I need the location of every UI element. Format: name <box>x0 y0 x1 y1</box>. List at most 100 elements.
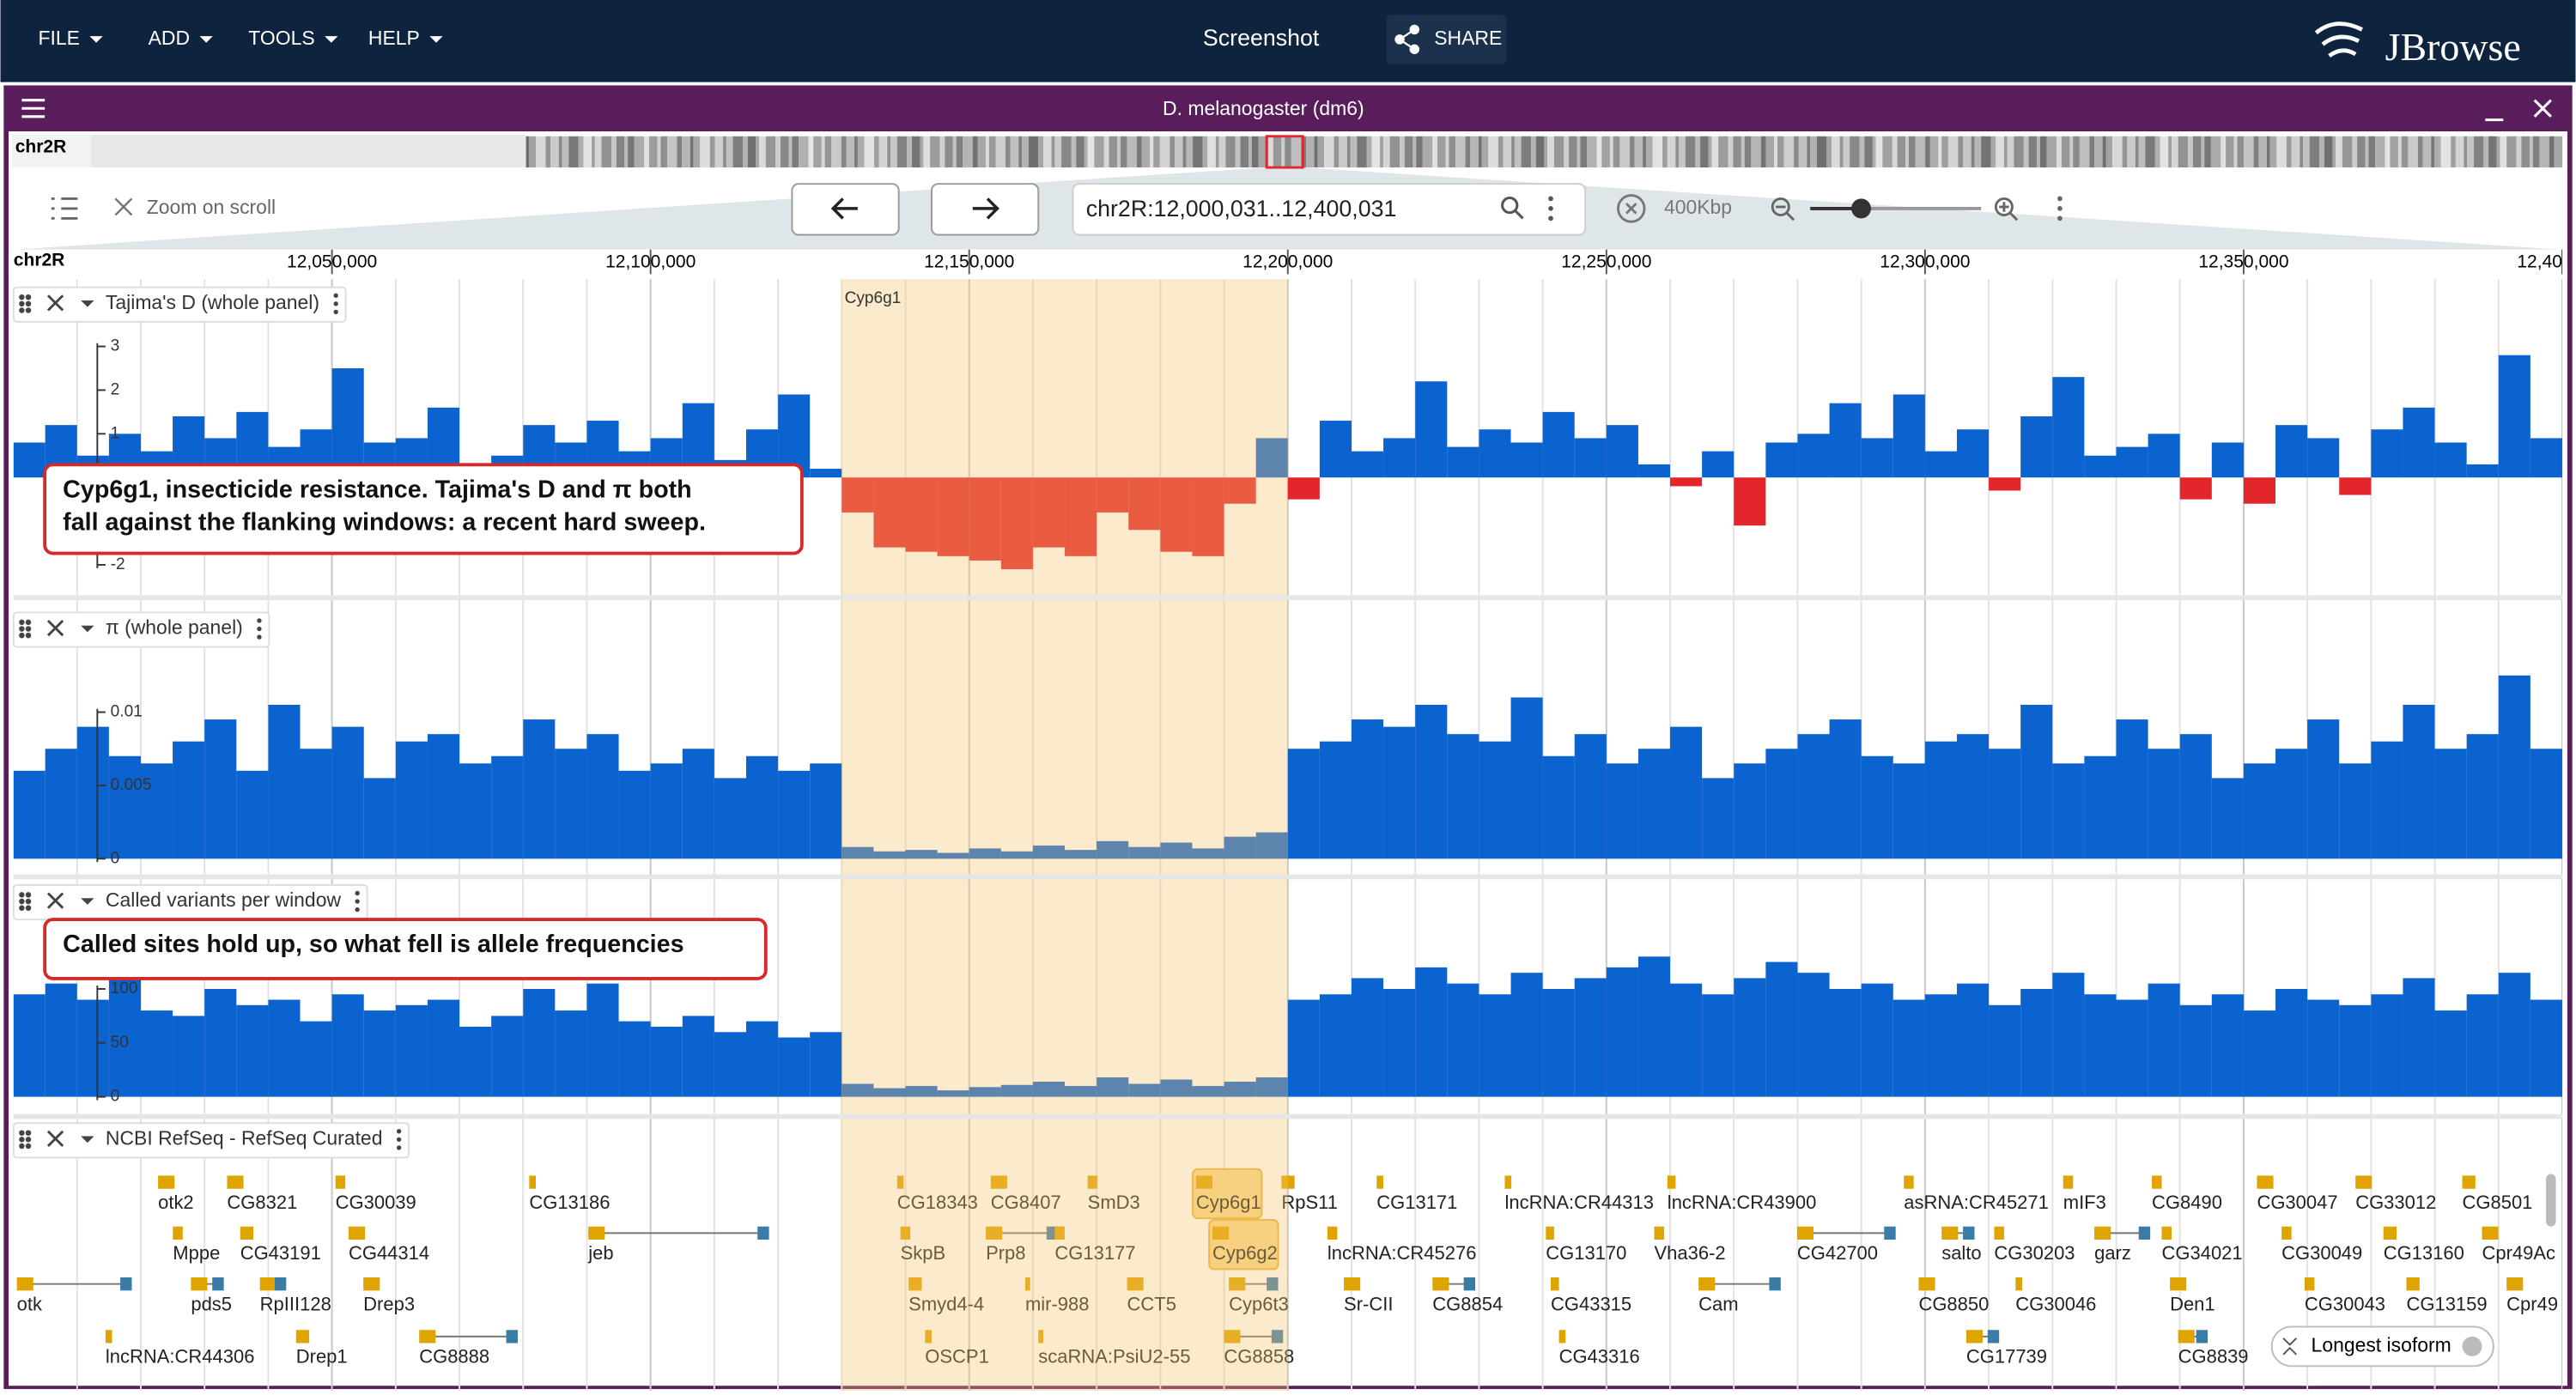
gene-label[interactable]: Cyp6g1 <box>1196 1192 1261 1213</box>
gene-label[interactable]: CG30203 <box>1994 1242 2075 1264</box>
gene-label[interactable]: CG30047 <box>2257 1192 2337 1213</box>
gene-label[interactable]: RpIII128 <box>260 1293 331 1314</box>
gene-label[interactable]: CG8858 <box>1224 1346 1294 1368</box>
view-options[interactable] <box>2057 196 2063 221</box>
zoom-in-icon[interactable] <box>1994 197 2019 221</box>
collapse-caret[interactable] <box>81 1136 94 1143</box>
gene-label[interactable]: Drep1 <box>296 1346 348 1368</box>
gene-label[interactable]: SkpB <box>901 1242 946 1264</box>
gene-label[interactable]: CG42700 <box>1797 1242 1878 1264</box>
gene-label[interactable]: Smyd4-4 <box>908 1293 984 1314</box>
gene-label[interactable]: asRNA:CR45271 <box>1904 1192 2049 1213</box>
gene-label[interactable]: Cyp6t3 <box>1229 1293 1289 1314</box>
track-menu-dot[interactable] <box>257 626 262 632</box>
track-controls[interactable] <box>19 1129 402 1150</box>
gene-label[interactable]: scaRNA:PsiU2-55 <box>1038 1346 1190 1368</box>
gene-label[interactable]: CG43316 <box>1559 1346 1640 1368</box>
gene-label[interactable]: Cpr49 <box>2506 1293 2558 1314</box>
gene-label[interactable]: CG18343 <box>897 1192 978 1213</box>
gene-label[interactable]: CG30049 <box>2281 1242 2362 1264</box>
search-icon[interactable] <box>1501 196 1524 220</box>
track-controls[interactable] <box>19 890 360 913</box>
close-track[interactable] <box>46 1130 64 1148</box>
location-input[interactable] <box>1072 183 1587 236</box>
gene-label[interactable]: CG8490 <box>2152 1192 2222 1213</box>
zoom-slider-thumb[interactable] <box>1851 198 1871 219</box>
gene-label[interactable]: CG8888 <box>419 1346 489 1368</box>
gene-label[interactable]: CG13177 <box>1054 1242 1135 1264</box>
gene-label[interactable]: Cpr49Ac <box>2482 1242 2555 1264</box>
gene-label[interactable]: OSCP1 <box>925 1346 989 1368</box>
gene-label[interactable]: Cam <box>1698 1293 1738 1314</box>
gene-label[interactable]: pds5 <box>191 1293 232 1314</box>
track-menu-dot[interactable] <box>257 618 262 623</box>
gene-label[interactable]: Mppe <box>173 1242 220 1264</box>
share-label[interactable]: SHARE <box>1434 27 1502 49</box>
gene-label[interactable]: CG8501 <box>2463 1192 2533 1213</box>
gene-label[interactable]: lncRNA:CR43900 <box>1668 1192 1817 1213</box>
gene-label[interactable]: CG13171 <box>1376 1192 1457 1213</box>
gene-label[interactable]: CG8850 <box>1918 1293 1989 1314</box>
track-controls[interactable] <box>19 618 262 640</box>
gene-label[interactable]: CG8407 <box>991 1192 1061 1213</box>
close-track[interactable] <box>46 619 64 637</box>
gene-label[interactable]: CG34021 <box>2162 1242 2243 1264</box>
track-menu-dot[interactable] <box>396 1137 402 1143</box>
track-selector-icon[interactable] <box>51 197 78 220</box>
gene-label[interactable]: CG8321 <box>227 1192 297 1213</box>
gene-label[interactable]: Den1 <box>2170 1293 2215 1314</box>
track-menu-dot[interactable] <box>396 1145 402 1150</box>
track-menu-dot[interactable] <box>396 1129 402 1134</box>
gene-label[interactable]: CG43315 <box>1551 1293 1631 1314</box>
gene-label[interactable]: lncRNA:CR44306 <box>106 1346 255 1368</box>
gene-label[interactable]: salto <box>1941 1242 1981 1264</box>
gene-label[interactable]: otk <box>17 1293 43 1314</box>
menu-item[interactable]: HELP <box>368 27 420 49</box>
location-menu[interactable] <box>1548 196 1553 221</box>
isoform-label[interactable]: Longest isoform <box>2312 1333 2451 1356</box>
isoform-button[interactable] <box>2270 1325 2494 1368</box>
zoom-out-icon[interactable] <box>1771 197 1795 221</box>
gene-label[interactable]: Vha36-2 <box>1655 1242 1726 1264</box>
gene-label[interactable]: jeb <box>587 1242 613 1264</box>
gene-label[interactable]: CCT5 <box>1127 1293 1176 1314</box>
gene-label[interactable]: CG43191 <box>240 1242 321 1264</box>
track-menu-dot[interactable] <box>355 890 360 896</box>
track-controls[interactable] <box>19 293 338 315</box>
gene-label[interactable]: garz <box>2094 1242 2131 1264</box>
gene-label[interactable]: CG17739 <box>1966 1346 2047 1368</box>
menu-item[interactable]: ADD <box>149 27 190 49</box>
gene-label[interactable]: otk2 <box>158 1192 194 1213</box>
isoform-clear[interactable] <box>2462 1336 2482 1356</box>
gene-label[interactable]: CG8854 <box>1432 1293 1503 1314</box>
collapse-caret[interactable] <box>81 625 94 633</box>
gene-label[interactable]: CG13160 <box>2384 1242 2464 1264</box>
gene-label[interactable]: Cyp6g2 <box>1212 1242 1278 1264</box>
gene-label[interactable]: CG30043 <box>2305 1293 2385 1314</box>
gene-label[interactable]: CG30039 <box>336 1192 416 1213</box>
gene-label[interactable]: CG13186 <box>529 1192 610 1213</box>
close-view-icon[interactable] <box>2533 99 2552 118</box>
gene-label[interactable]: Drep3 <box>363 1293 415 1314</box>
menu-item[interactable]: FILE <box>38 27 79 49</box>
zoom-scroll-icon[interactable] <box>114 197 133 216</box>
gene-label[interactable]: lncRNA:CR45276 <box>1327 1242 1477 1264</box>
gene-label[interactable]: Prp8 <box>986 1242 1025 1264</box>
gene-label[interactable]: CG33012 <box>2355 1192 2436 1213</box>
close-track[interactable] <box>46 892 64 909</box>
track-menu-dot[interactable] <box>257 634 262 640</box>
gene-label[interactable]: lncRNA:CR44313 <box>1504 1192 1654 1213</box>
collapse-caret[interactable] <box>81 300 94 307</box>
clear-icon[interactable] <box>1617 194 1646 223</box>
track-menu-dot[interactable] <box>333 293 338 298</box>
gene-label[interactable]: SmD3 <box>1088 1192 1140 1213</box>
gene-label[interactable]: CG13170 <box>1546 1242 1626 1264</box>
gene-label[interactable]: RpS11 <box>1281 1192 1338 1213</box>
track-menu-dot[interactable] <box>333 301 338 306</box>
gene-label[interactable]: CG44314 <box>349 1242 429 1264</box>
gene-label[interactable]: CG13159 <box>2407 1293 2488 1314</box>
track-menu-dot[interactable] <box>355 907 360 913</box>
track-menu-dot[interactable] <box>355 899 360 904</box>
location-text[interactable]: chr2R:12,000,031..12,400,031 <box>1086 196 1397 221</box>
track-menu-dot[interactable] <box>333 309 338 315</box>
